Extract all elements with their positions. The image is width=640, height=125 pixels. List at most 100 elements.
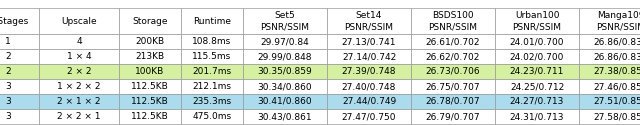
- Bar: [119, 109, 181, 124]
- Bar: [119, 8, 181, 34]
- Text: 212.1ms: 212.1ms: [193, 82, 232, 91]
- Bar: [181, 64, 243, 79]
- Text: 27.51/0.854: 27.51/0.854: [594, 97, 640, 106]
- Text: 100KB: 100KB: [136, 67, 164, 76]
- Bar: [181, 109, 243, 124]
- Bar: [0, 49, 39, 64]
- Bar: [243, 8, 327, 34]
- Bar: [243, 94, 327, 109]
- Bar: [327, 8, 411, 34]
- Text: Set5
PSNR/SSIM: Set5 PSNR/SSIM: [260, 11, 310, 31]
- Bar: [39, 64, 119, 79]
- Text: 24.25/0.712: 24.25/0.712: [510, 82, 564, 91]
- Text: 26.61/0.702: 26.61/0.702: [426, 37, 480, 46]
- Text: 1 × 2 × 2: 1 × 2 × 2: [57, 82, 100, 91]
- Bar: [243, 64, 327, 79]
- Text: 235.3ms: 235.3ms: [193, 97, 232, 106]
- Text: 2: 2: [5, 67, 11, 76]
- Bar: [243, 79, 327, 94]
- Bar: [0, 34, 39, 49]
- Bar: [119, 49, 181, 64]
- Bar: [411, 34, 495, 49]
- Text: 27.39/0.748: 27.39/0.748: [342, 67, 396, 76]
- Bar: [0, 94, 39, 109]
- Bar: [579, 49, 640, 64]
- Bar: [579, 94, 640, 109]
- Bar: [411, 94, 495, 109]
- Text: 27.47/0.750: 27.47/0.750: [342, 112, 396, 121]
- Bar: [181, 34, 243, 49]
- Bar: [327, 94, 411, 109]
- Bar: [495, 64, 579, 79]
- Bar: [579, 8, 640, 34]
- Bar: [327, 64, 411, 79]
- Text: 24.02/0.700: 24.02/0.700: [510, 52, 564, 61]
- Bar: [181, 94, 243, 109]
- Text: 24.31/0.713: 24.31/0.713: [509, 112, 564, 121]
- Text: 24.01/0.700: 24.01/0.700: [509, 37, 564, 46]
- Bar: [119, 34, 181, 49]
- Bar: [495, 94, 579, 109]
- Bar: [243, 49, 327, 64]
- Text: 200KB: 200KB: [136, 37, 164, 46]
- Bar: [119, 79, 181, 94]
- Bar: [181, 49, 243, 64]
- Text: Upscale: Upscale: [61, 16, 97, 26]
- Text: 112.5KB: 112.5KB: [131, 97, 169, 106]
- Bar: [119, 64, 181, 79]
- Text: 26.86/0.837: 26.86/0.837: [594, 52, 640, 61]
- Bar: [0, 79, 39, 94]
- Bar: [411, 49, 495, 64]
- Bar: [327, 109, 411, 124]
- Bar: [411, 8, 495, 34]
- Bar: [327, 49, 411, 64]
- Bar: [181, 8, 243, 34]
- Text: 201.7ms: 201.7ms: [193, 67, 232, 76]
- Text: Manga109
PSNR/SSIM: Manga109 PSNR/SSIM: [596, 11, 640, 31]
- Text: 27.14/0.742: 27.14/0.742: [342, 52, 396, 61]
- Text: 2: 2: [5, 52, 11, 61]
- Bar: [579, 64, 640, 79]
- Text: Set14
PSNR/SSIM: Set14 PSNR/SSIM: [344, 11, 394, 31]
- Bar: [0, 109, 39, 124]
- Bar: [39, 49, 119, 64]
- Text: 1: 1: [5, 37, 11, 46]
- Bar: [243, 109, 327, 124]
- Bar: [579, 34, 640, 49]
- Text: 2 × 1 × 2: 2 × 1 × 2: [57, 97, 100, 106]
- Text: 24.23/0.711: 24.23/0.711: [510, 67, 564, 76]
- Bar: [327, 79, 411, 94]
- Text: Storage: Storage: [132, 16, 168, 26]
- Bar: [0, 64, 39, 79]
- Text: 3: 3: [5, 97, 11, 106]
- Text: 26.62/0.702: 26.62/0.702: [426, 52, 480, 61]
- Bar: [119, 94, 181, 109]
- Bar: [579, 109, 640, 124]
- Text: 112.5KB: 112.5KB: [131, 112, 169, 121]
- Text: 30.34/0.860: 30.34/0.860: [258, 82, 312, 91]
- Text: 27.46/0.853: 27.46/0.853: [594, 82, 640, 91]
- Bar: [495, 34, 579, 49]
- Text: 26.79/0.707: 26.79/0.707: [426, 112, 480, 121]
- Bar: [39, 8, 119, 34]
- Text: 475.0ms: 475.0ms: [193, 112, 232, 121]
- Text: 1 × 4: 1 × 4: [67, 52, 92, 61]
- Text: 27.38/0.852: 27.38/0.852: [594, 67, 640, 76]
- Text: 27.44/0.749: 27.44/0.749: [342, 97, 396, 106]
- Text: # Stages: # Stages: [0, 16, 29, 26]
- Text: 26.75/0.707: 26.75/0.707: [426, 82, 480, 91]
- Text: 27.58/0.856: 27.58/0.856: [594, 112, 640, 121]
- Text: 108.8ms: 108.8ms: [193, 37, 232, 46]
- Text: 27.40/0.748: 27.40/0.748: [342, 82, 396, 91]
- Bar: [327, 34, 411, 49]
- Bar: [0, 8, 39, 34]
- Text: 213KB: 213KB: [136, 52, 164, 61]
- Text: 112.5KB: 112.5KB: [131, 82, 169, 91]
- Text: 115.5ms: 115.5ms: [193, 52, 232, 61]
- Bar: [39, 109, 119, 124]
- Bar: [181, 79, 243, 94]
- Text: Runtime: Runtime: [193, 16, 231, 26]
- Text: 26.73/0.706: 26.73/0.706: [426, 67, 480, 76]
- Bar: [243, 34, 327, 49]
- Bar: [39, 79, 119, 94]
